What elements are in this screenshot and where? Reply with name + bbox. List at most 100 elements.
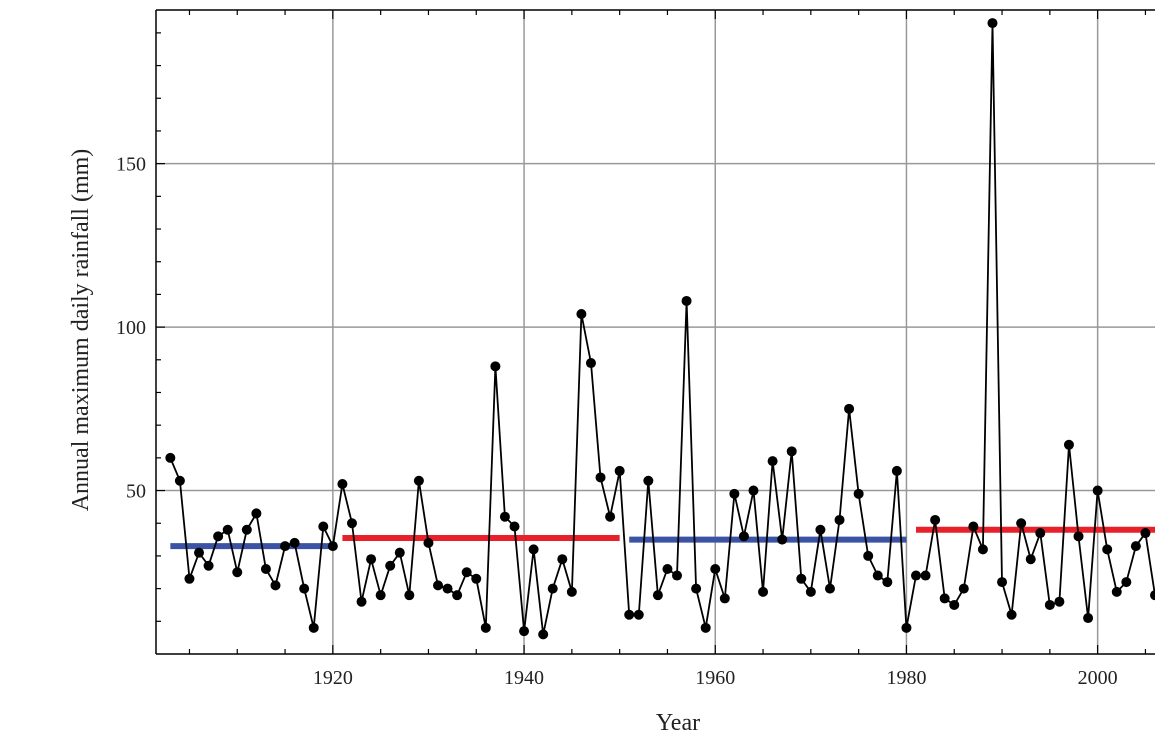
data-point (1035, 528, 1046, 539)
data-point (576, 309, 587, 320)
data-point (815, 524, 826, 535)
data-point (213, 531, 224, 542)
data-point (930, 514, 941, 525)
data-point (786, 446, 797, 457)
data-point (738, 531, 749, 542)
data-point (1150, 590, 1155, 601)
data-point (519, 626, 530, 637)
data-point (824, 583, 835, 594)
data-point (194, 547, 205, 558)
y-tick-label: 150 (116, 154, 146, 176)
data-point (299, 583, 310, 594)
data-point (939, 593, 950, 604)
series (165, 18, 1155, 640)
data-point (222, 524, 233, 535)
data-point (538, 629, 549, 640)
data-point (1092, 485, 1103, 496)
data-point (566, 586, 577, 597)
data-point (270, 580, 281, 591)
data-point (796, 573, 807, 584)
x-tick-label: 1920 (313, 667, 353, 689)
x-axis-title: Year (656, 710, 700, 736)
data-point (184, 573, 195, 584)
data-point (174, 475, 185, 486)
data-point (165, 452, 176, 463)
data-point (442, 583, 453, 594)
data-point (289, 537, 300, 548)
data-point (308, 622, 319, 633)
data-point (595, 472, 606, 483)
data-point (433, 580, 444, 591)
data-point (327, 541, 338, 552)
data-point (423, 537, 434, 548)
y-tick-label: 100 (116, 317, 146, 339)
data-point (958, 583, 969, 594)
data-point (404, 590, 415, 601)
data-point (605, 511, 616, 522)
data-point (471, 573, 482, 584)
data-point (490, 361, 501, 372)
data-point (997, 577, 1008, 588)
data-point (1102, 544, 1113, 555)
data-point (767, 456, 778, 467)
data-point (1016, 518, 1027, 529)
data-point (853, 488, 864, 499)
data-point (499, 511, 510, 522)
data-point (882, 577, 893, 588)
data-point (356, 596, 367, 607)
data-point (977, 544, 988, 555)
data-point (662, 564, 673, 575)
data-point (232, 567, 243, 578)
data-point (1025, 554, 1036, 565)
data-point (280, 541, 291, 552)
data-point (1054, 596, 1065, 607)
data-point (691, 583, 702, 594)
data-point (547, 583, 558, 594)
data-point (719, 593, 730, 604)
series-line (169, 23, 1155, 635)
data-point (1130, 541, 1141, 552)
data-point (844, 403, 855, 414)
data-point (528, 544, 539, 555)
tick-labels: 1920 1940 1960 1980 2000 50 100 150 (116, 154, 1118, 689)
x-tick-label: 1980 (886, 667, 926, 689)
y-tick-label: 50 (126, 481, 146, 503)
data-point (872, 570, 883, 581)
data-point (452, 590, 463, 601)
data-point (1121, 577, 1132, 588)
data-point (1063, 439, 1074, 450)
data-point (394, 547, 405, 558)
data-point (203, 560, 214, 571)
grid (156, 10, 1155, 654)
data-point (366, 554, 377, 565)
y-axis-title: Annual maximum daily rainfall (mm) (68, 149, 94, 512)
axes (155, 9, 1155, 655)
data-point (987, 18, 998, 29)
data-point (1073, 531, 1084, 542)
data-point (911, 570, 922, 581)
data-point (748, 485, 759, 496)
data-point (260, 564, 271, 575)
data-point (1006, 609, 1017, 620)
data-point (346, 518, 357, 529)
data-point (614, 465, 625, 476)
data-point (241, 524, 252, 535)
data-point (1083, 613, 1094, 624)
data-point (652, 590, 663, 601)
data-point (251, 508, 262, 519)
mean-segments (170, 526, 1155, 550)
data-point (758, 586, 769, 597)
data-point (834, 514, 845, 525)
data-point (949, 599, 960, 610)
data-point (337, 479, 348, 490)
x-tick-label: 1940 (504, 667, 544, 689)
data-point (700, 622, 711, 633)
data-point (1044, 599, 1055, 610)
data-point (681, 295, 692, 306)
data-point (672, 570, 683, 581)
data-point (777, 534, 788, 545)
data-point (729, 488, 740, 499)
x-tick-label: 2000 (1078, 667, 1118, 689)
data-point (585, 358, 596, 369)
